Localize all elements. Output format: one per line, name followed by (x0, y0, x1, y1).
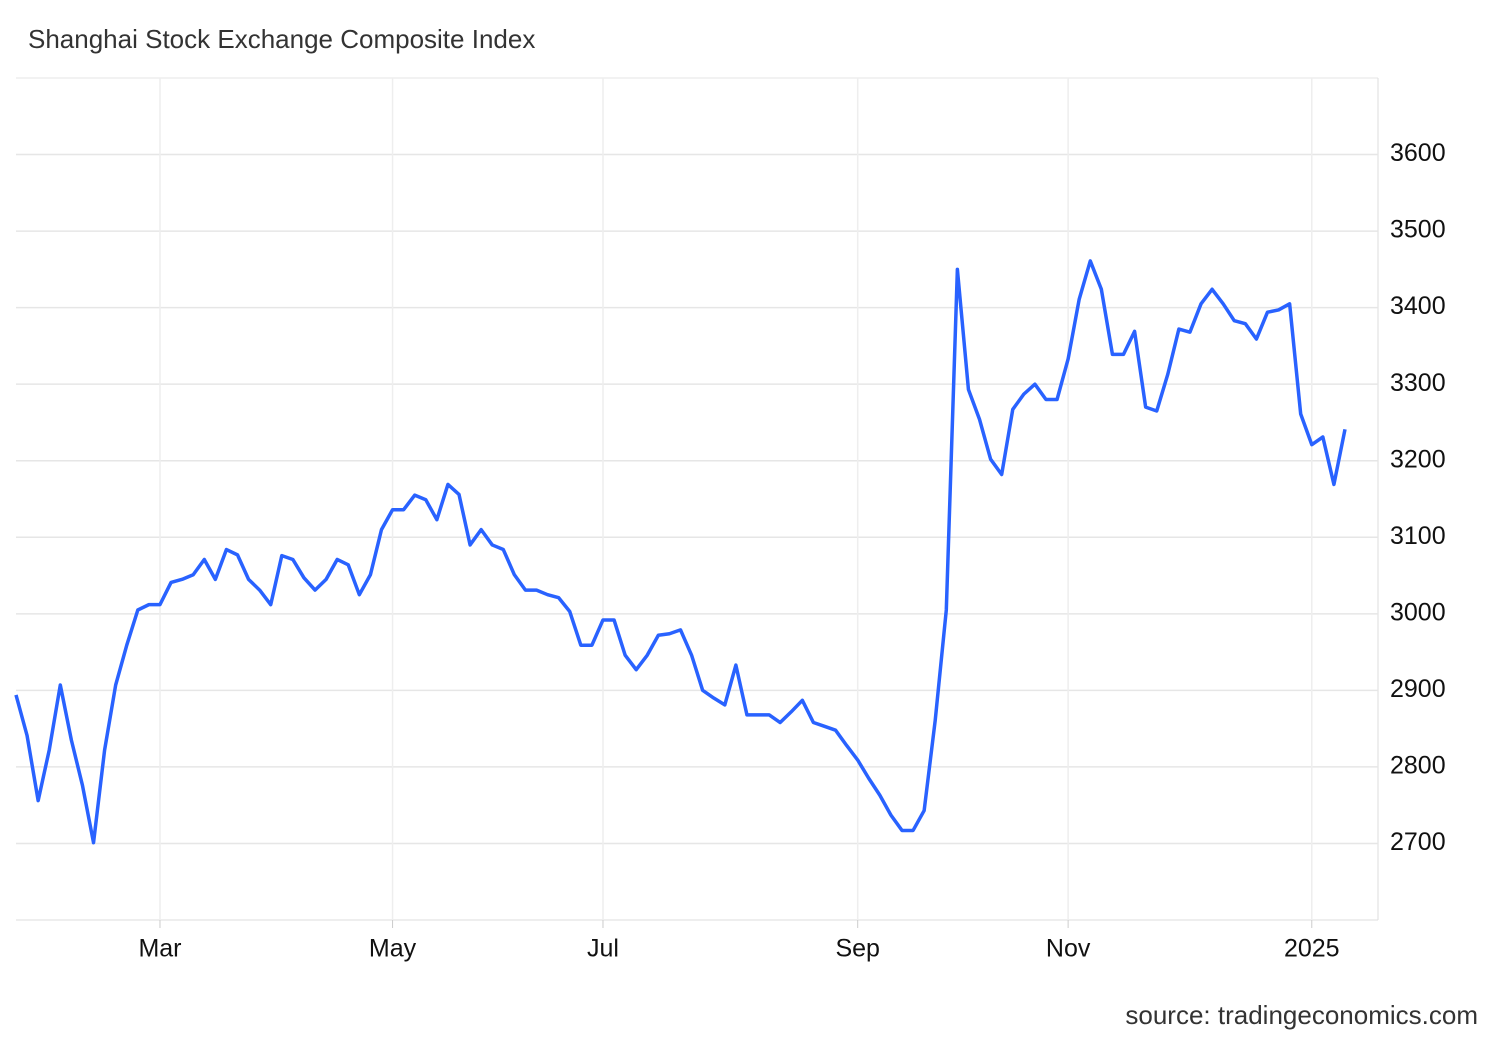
x-tick-label: Jul (587, 935, 619, 963)
y-tick-label: 3100 (1390, 522, 1446, 550)
data-line (14, 259, 1347, 845)
x-tick-label: Mar (138, 935, 181, 963)
y-tick-label: 3000 (1390, 598, 1446, 626)
x-tick-label: Sep (835, 935, 879, 963)
y-tick-label: 2800 (1390, 752, 1446, 780)
y-tick-label: 3400 (1390, 292, 1446, 320)
x-tick-label: 2025 (1284, 935, 1340, 963)
y-tick-label: 3200 (1390, 445, 1446, 473)
chart-title: Shanghai Stock Exchange Composite Index (28, 24, 535, 54)
y-tick-label: 2700 (1390, 828, 1446, 856)
y-tick-label: 2900 (1390, 675, 1446, 703)
source-note: source: tradingeconomics.com (1125, 1000, 1478, 1030)
y-tick-label: 3600 (1390, 139, 1446, 167)
y-tick-label: 3300 (1390, 369, 1446, 397)
y-tick-label: 3500 (1390, 216, 1446, 244)
x-tick-label: Nov (1046, 935, 1091, 963)
x-tick-label: May (369, 935, 417, 963)
